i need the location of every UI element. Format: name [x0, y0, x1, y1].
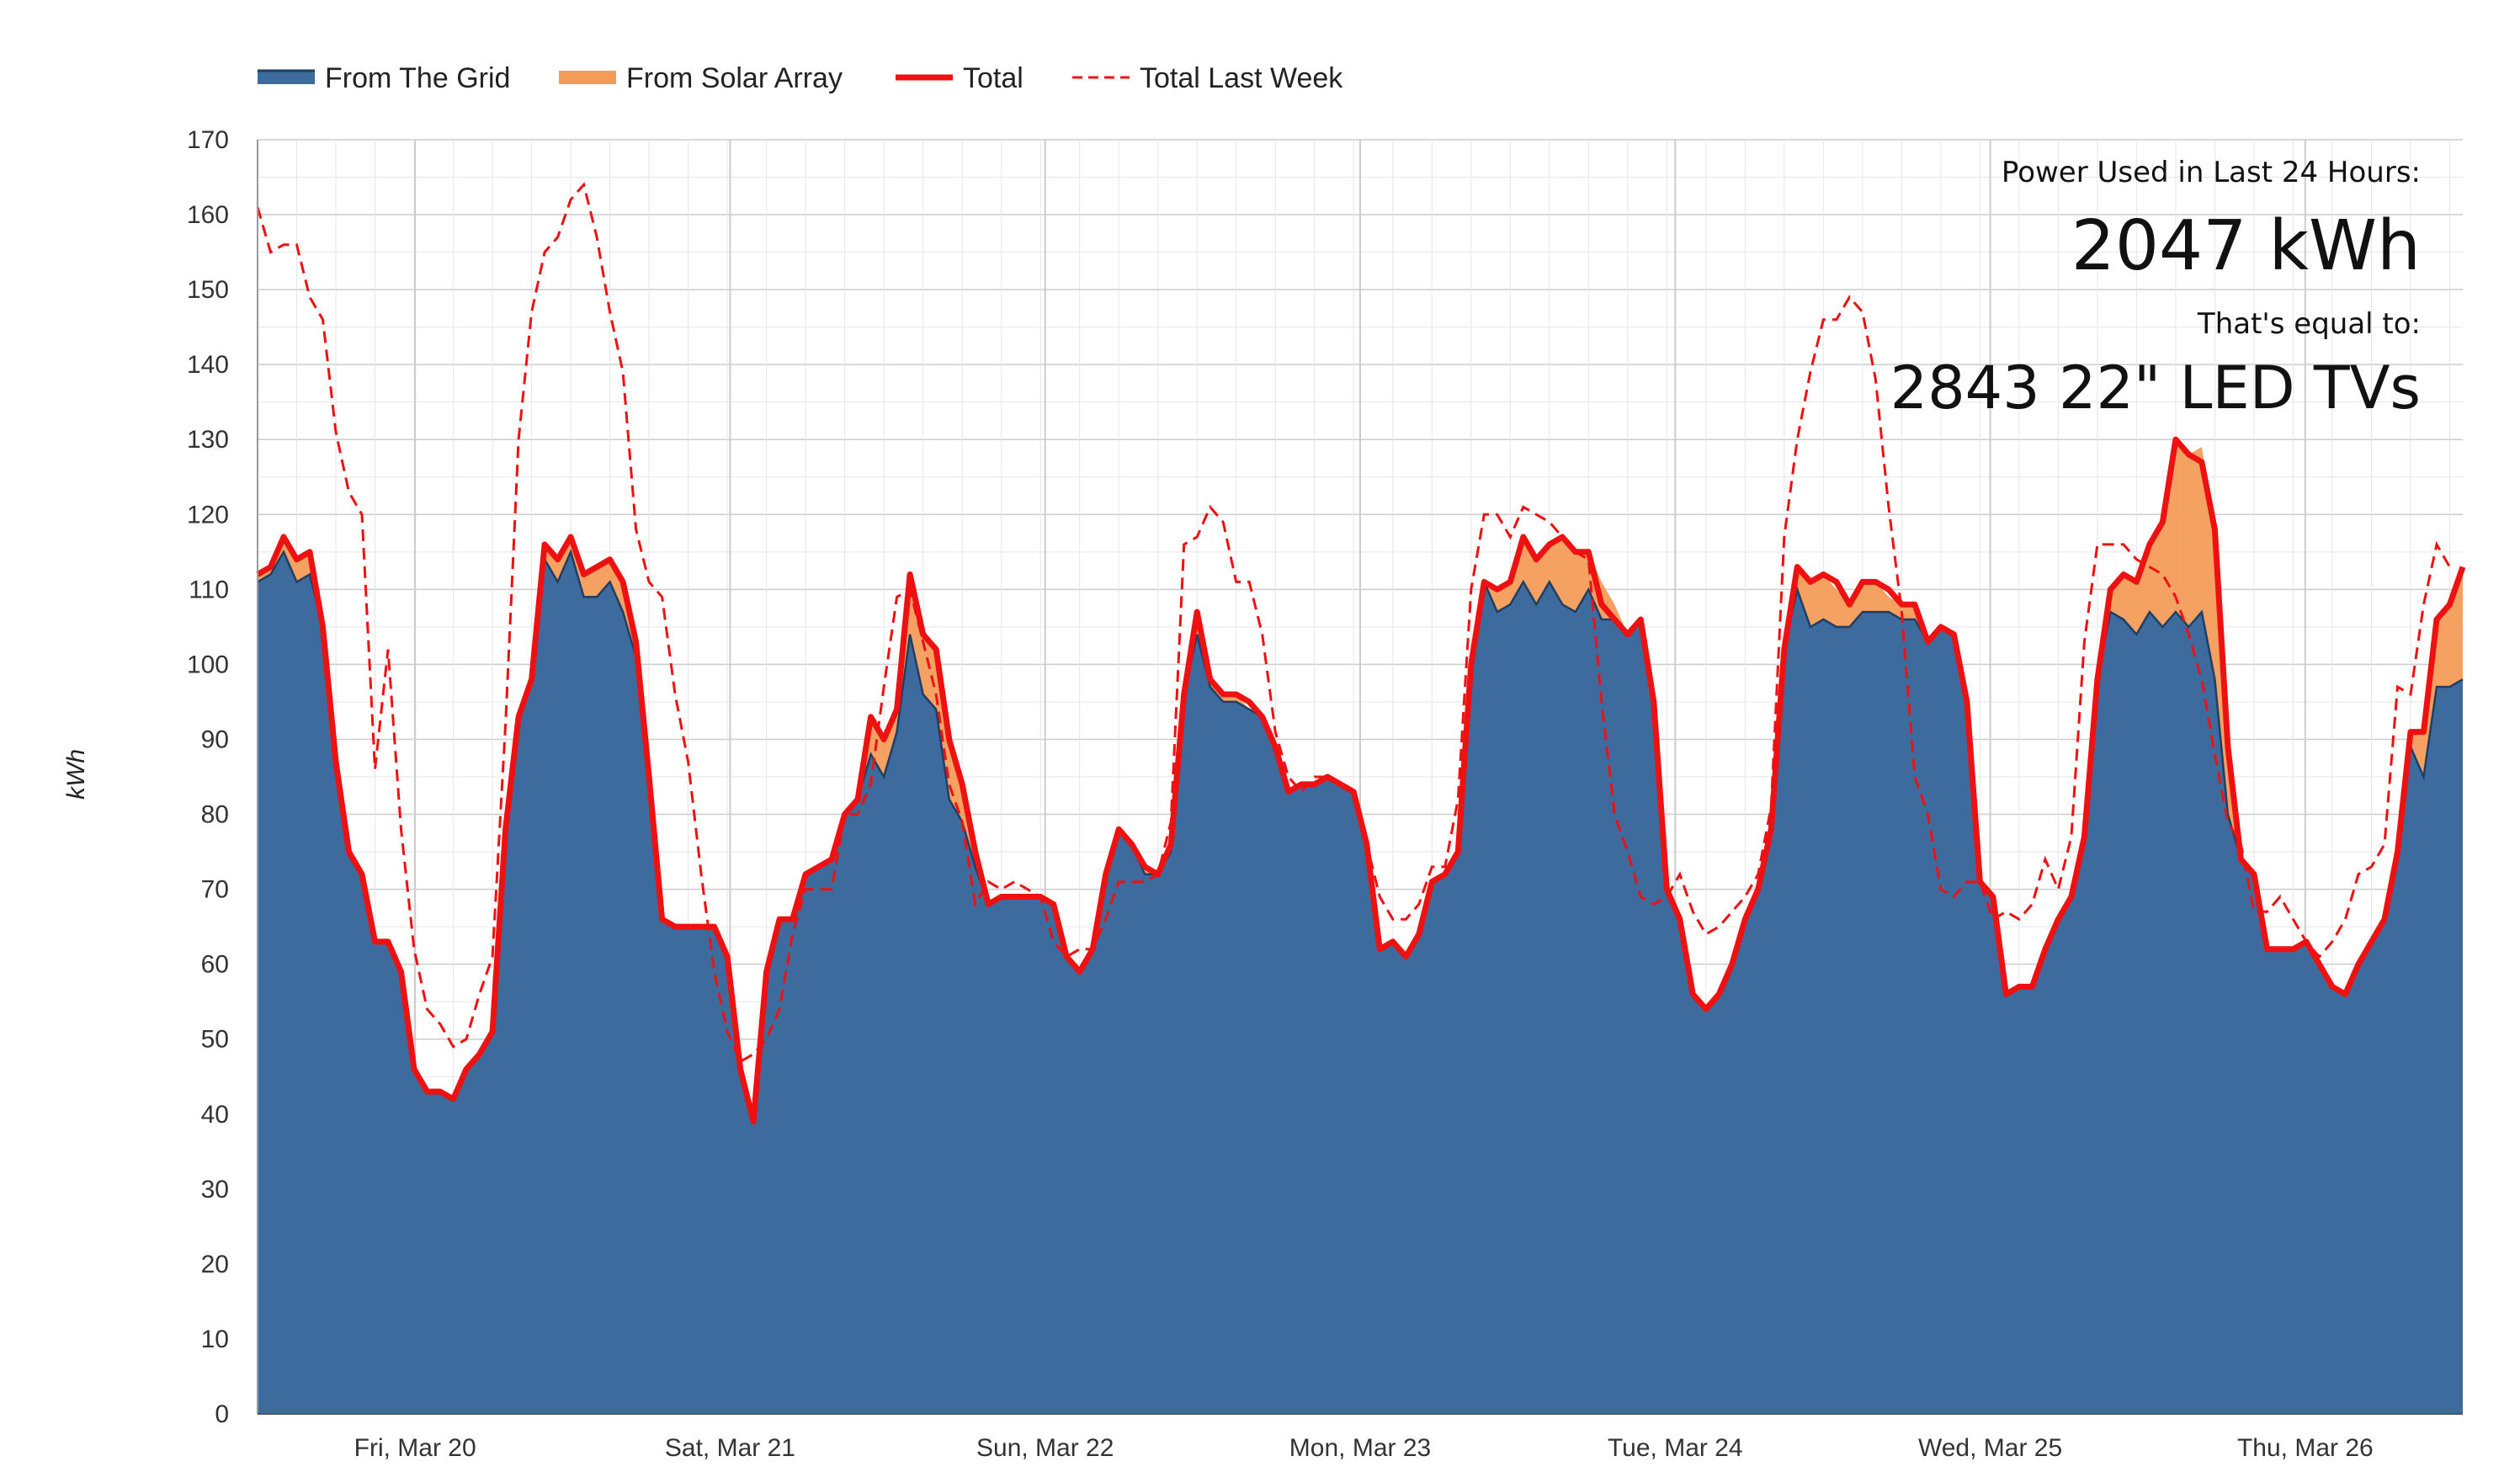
y-tick-label: 130 [187, 426, 229, 454]
x-tick-label: Wed, Mar 25 [1918, 1434, 2062, 1462]
legend-item[interactable]: Total Last Week [1072, 62, 1343, 94]
y-tick-label: 160 [187, 201, 229, 229]
y-tick-label: 40 [201, 1101, 229, 1129]
legend-item[interactable]: From Solar Array [559, 62, 843, 94]
stat-energy-value: 2047 kWh [2071, 206, 2421, 286]
y-tick-label: 120 [187, 501, 229, 529]
legend-label: From The Grid [325, 62, 510, 94]
axes: 0 10 20 30 40 50 60 70 80 90 100 110 120 130 140 150 160… [187, 126, 2463, 1462]
legend-item[interactable]: From The Grid [258, 62, 510, 94]
legend-label: From Solar Array [626, 62, 843, 94]
y-tick-label: 30 [201, 1176, 229, 1204]
stat-heading: Power Used in Last 24 Hours: [2001, 156, 2421, 189]
y-tick-label: 100 [187, 651, 229, 678]
legend-label: Total Last Week [1140, 62, 1343, 94]
y-tick-label: 10 [201, 1326, 229, 1353]
legend-swatch-grid [258, 71, 315, 84]
x-tick-label: Sun, Mar 22 [976, 1434, 1114, 1462]
y-tick-label: 50 [201, 1026, 229, 1054]
total-line [256, 436, 2466, 1125]
stats-panel: Power Used in Last 24 Hours: 2047 kWh Th… [1810, 139, 2441, 442]
y-tick-label: 170 [187, 126, 229, 154]
x-tick-label: Sat, Mar 21 [665, 1434, 795, 1462]
y-tick-label: 90 [201, 725, 229, 753]
y-tick-label: 110 [189, 576, 229, 603]
y-tick-label: 20 [201, 1251, 229, 1278]
x-tick-label: Mon, Mar 23 [1289, 1434, 1431, 1462]
legend-item[interactable]: Total [896, 62, 1023, 94]
solar-area [258, 439, 2463, 1122]
y-axis-title: kWh [62, 749, 90, 800]
y-tick-label: 80 [201, 801, 229, 829]
x-tick-label: Thu, Mar 26 [2237, 1434, 2374, 1462]
legend: From The Grid From Solar Array Total Total … [258, 62, 1343, 94]
stat-equivalent: 2843 22" LED TVs [1890, 353, 2421, 422]
x-tick-label: Tue, Mar 24 [1608, 1434, 1743, 1462]
grid-area [258, 551, 2463, 1414]
legend-swatch-solar [559, 71, 616, 84]
y-tick-label: 0 [215, 1400, 229, 1428]
y-tick-label: 70 [201, 876, 229, 904]
legend-label: Total [963, 62, 1023, 94]
stat-equal-label: That's equal to: [2197, 307, 2421, 341]
y-tick-label: 140 [187, 351, 229, 379]
line-layer [256, 182, 2466, 1125]
y-tick-label: 150 [187, 276, 229, 304]
x-tick-label: Fri, Mar 20 [354, 1434, 476, 1462]
y-tick-label: 60 [201, 951, 229, 979]
